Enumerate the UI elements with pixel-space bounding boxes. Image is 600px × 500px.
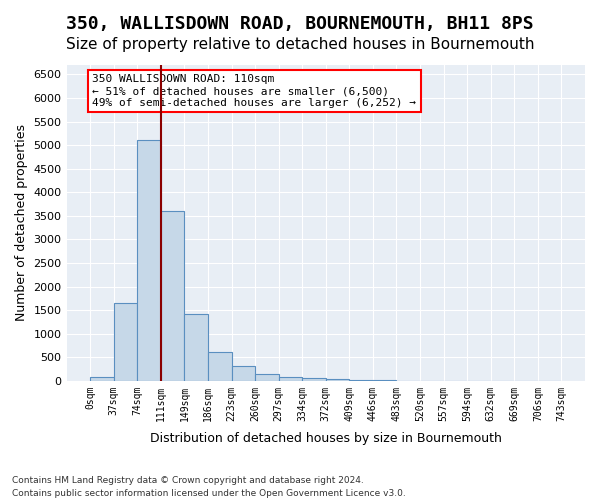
Y-axis label: Number of detached properties: Number of detached properties <box>15 124 28 322</box>
Text: Contains HM Land Registry data © Crown copyright and database right 2024.: Contains HM Land Registry data © Crown c… <box>12 476 364 485</box>
Bar <box>326 379 349 381</box>
Bar <box>255 374 278 381</box>
Bar <box>349 380 373 381</box>
Bar <box>302 378 326 381</box>
Bar <box>184 314 208 381</box>
X-axis label: Distribution of detached houses by size in Bournemouth: Distribution of detached houses by size … <box>150 432 502 445</box>
Text: Contains public sector information licensed under the Open Government Licence v3: Contains public sector information licen… <box>12 488 406 498</box>
Bar <box>232 366 255 381</box>
Bar <box>161 211 184 381</box>
Text: 350, WALLISDOWN ROAD, BOURNEMOUTH, BH11 8PS: 350, WALLISDOWN ROAD, BOURNEMOUTH, BH11 … <box>66 15 534 33</box>
Text: 350 WALLISDOWN ROAD: 110sqm
← 51% of detached houses are smaller (6,500)
49% of : 350 WALLISDOWN ROAD: 110sqm ← 51% of det… <box>92 74 416 108</box>
Text: Size of property relative to detached houses in Bournemouth: Size of property relative to detached ho… <box>66 38 534 52</box>
Bar <box>278 377 302 381</box>
Bar <box>90 378 113 381</box>
Bar <box>113 303 137 381</box>
Bar <box>208 352 232 381</box>
Bar <box>137 140 161 381</box>
